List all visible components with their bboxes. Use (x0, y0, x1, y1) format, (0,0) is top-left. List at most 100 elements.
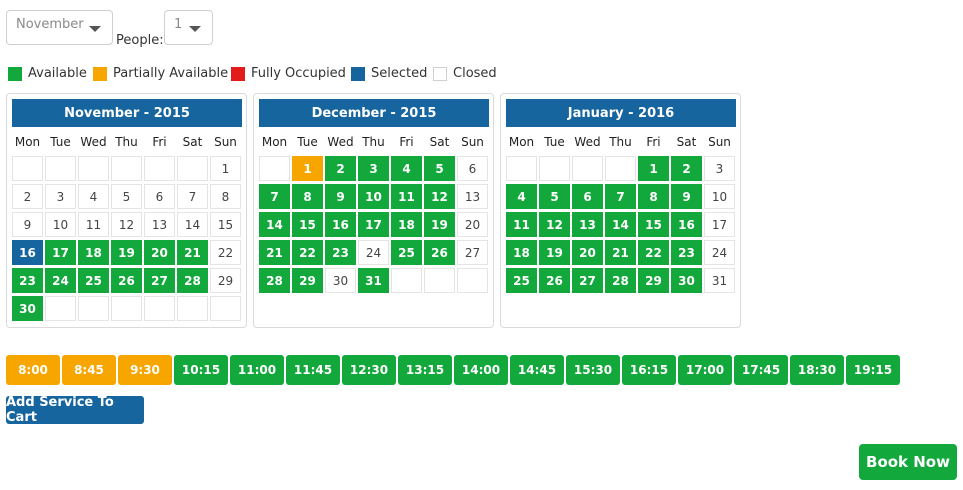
calendar-day[interactable]: 16 (12, 240, 43, 265)
time-slot-button[interactable]: 14:45 (510, 355, 564, 385)
time-slot-button[interactable]: 11:45 (286, 355, 340, 385)
time-slot-button[interactable]: 18:30 (790, 355, 844, 385)
time-slot-button[interactable]: 17:45 (734, 355, 788, 385)
calendar-day[interactable]: 25 (391, 240, 422, 265)
calendar-day[interactable]: 28 (177, 268, 208, 293)
calendar-day[interactable]: 4 (506, 184, 537, 209)
calendar-day[interactable]: 9 (671, 184, 702, 209)
calendar-day[interactable]: 20 (572, 240, 603, 265)
time-slot-button[interactable]: 16:15 (622, 355, 676, 385)
legend-label: Closed (453, 66, 497, 81)
time-slot-button[interactable]: 11:00 (230, 355, 284, 385)
time-slot-button[interactable]: 9:30 (118, 355, 172, 385)
calendar-day[interactable]: 26 (424, 240, 455, 265)
calendar-day[interactable]: 28 (259, 268, 290, 293)
calendar-day[interactable]: 21 (259, 240, 290, 265)
calendar-day[interactable]: 8 (292, 184, 323, 209)
time-slot-button[interactable]: 17:00 (678, 355, 732, 385)
calendar-day[interactable]: 24 (45, 268, 76, 293)
book-now-button[interactable]: Book Now (859, 444, 957, 480)
calendar-day[interactable]: 4 (391, 156, 422, 181)
calendar-day[interactable]: 26 (111, 268, 142, 293)
time-slot-button[interactable]: 14:00 (454, 355, 508, 385)
people-select-value: 1 (174, 17, 183, 32)
time-slot-button[interactable]: 8:00 (6, 355, 60, 385)
month-select-value: November (16, 17, 84, 32)
legend-item-selected: Selected (351, 66, 427, 81)
calendar-day[interactable]: 30 (671, 268, 702, 293)
people-select[interactable]: 1 (164, 10, 213, 45)
add-service-to-cart-button[interactable]: Add Service To Cart (6, 395, 144, 425)
calendar-day: 2 (12, 184, 43, 209)
calendar-day[interactable]: 1 (292, 156, 323, 181)
calendar-day[interactable]: 25 (506, 268, 537, 293)
calendar-day[interactable]: 3 (358, 156, 389, 181)
calendar-day[interactable]: 22 (292, 240, 323, 265)
time-slot-button[interactable]: 19:15 (846, 355, 900, 385)
calendar-title: January - 2016 (506, 99, 736, 127)
calendar-day[interactable]: 7 (259, 184, 290, 209)
calendar-day[interactable]: 29 (638, 268, 669, 293)
calendar-day[interactable]: 23 (12, 268, 43, 293)
calendar-day[interactable]: 5 (539, 184, 570, 209)
calendar-day[interactable]: 12 (424, 184, 455, 209)
time-slot-button[interactable]: 12:30 (342, 355, 396, 385)
calendar-day[interactable]: 2 (325, 156, 356, 181)
calendar-day[interactable]: 12 (539, 212, 570, 237)
calendar-day[interactable]: 30 (12, 296, 43, 321)
calendar-day[interactable]: 5 (424, 156, 455, 181)
weekday-header: Mon (14, 135, 41, 149)
calendar-day[interactable]: 21 (605, 240, 636, 265)
weekday-header: Sun (461, 135, 484, 149)
calendar-day[interactable]: 28 (605, 268, 636, 293)
calendar-day[interactable]: 19 (539, 240, 570, 265)
calendar-day[interactable]: 11 (506, 212, 537, 237)
calendar-day[interactable]: 9 (325, 184, 356, 209)
calendar-day[interactable]: 14 (605, 212, 636, 237)
calendar-day[interactable]: 19 (424, 212, 455, 237)
time-slot-button[interactable]: 10:15 (174, 355, 228, 385)
calendar-day[interactable]: 6 (572, 184, 603, 209)
calendar-day[interactable]: 7 (605, 184, 636, 209)
calendar-day[interactable]: 19 (111, 240, 142, 265)
calendar-day[interactable]: 22 (638, 240, 669, 265)
calendar-day[interactable]: 29 (292, 268, 323, 293)
calendar-day[interactable]: 11 (391, 184, 422, 209)
weekday-header: Thu (609, 135, 632, 149)
calendar-day[interactable]: 10 (358, 184, 389, 209)
weekday-header: Mon (508, 135, 535, 149)
month-select[interactable]: November (6, 10, 113, 45)
calendar-day[interactable]: 16 (671, 212, 702, 237)
calendar-day: 17 (704, 212, 735, 237)
calendar-day[interactable]: 18 (78, 240, 109, 265)
calendar-day[interactable]: 23 (325, 240, 356, 265)
calendar-empty-cell (78, 156, 109, 181)
calendar-day[interactable]: 16 (325, 212, 356, 237)
time-slot-button[interactable]: 15:30 (566, 355, 620, 385)
calendar-day[interactable]: 18 (391, 212, 422, 237)
calendar-empty-cell (144, 156, 175, 181)
weekday-header: Wed (327, 135, 354, 149)
calendar-day[interactable]: 20 (144, 240, 175, 265)
calendar-day[interactable]: 14 (259, 212, 290, 237)
calendar-day[interactable]: 27 (572, 268, 603, 293)
calendar-day[interactable]: 17 (358, 212, 389, 237)
calendar-day[interactable]: 1 (638, 156, 669, 181)
calendar-day[interactable]: 25 (78, 268, 109, 293)
calendar-day[interactable]: 17 (45, 240, 76, 265)
calendar-day[interactable]: 2 (671, 156, 702, 181)
calendar-day[interactable]: 23 (671, 240, 702, 265)
time-slot-button[interactable]: 13:15 (398, 355, 452, 385)
calendar-day[interactable]: 26 (539, 268, 570, 293)
calendar-day[interactable]: 13 (572, 212, 603, 237)
calendar-day[interactable]: 15 (638, 212, 669, 237)
calendar-day[interactable]: 27 (144, 268, 175, 293)
calendar-day: 13 (457, 184, 488, 209)
time-slot-button[interactable]: 8:45 (62, 355, 116, 385)
calendar-day[interactable]: 8 (638, 184, 669, 209)
calendar-day: 24 (704, 240, 735, 265)
calendar-day[interactable]: 31 (358, 268, 389, 293)
calendar-day[interactable]: 21 (177, 240, 208, 265)
calendar-day[interactable]: 15 (292, 212, 323, 237)
calendar-day[interactable]: 18 (506, 240, 537, 265)
